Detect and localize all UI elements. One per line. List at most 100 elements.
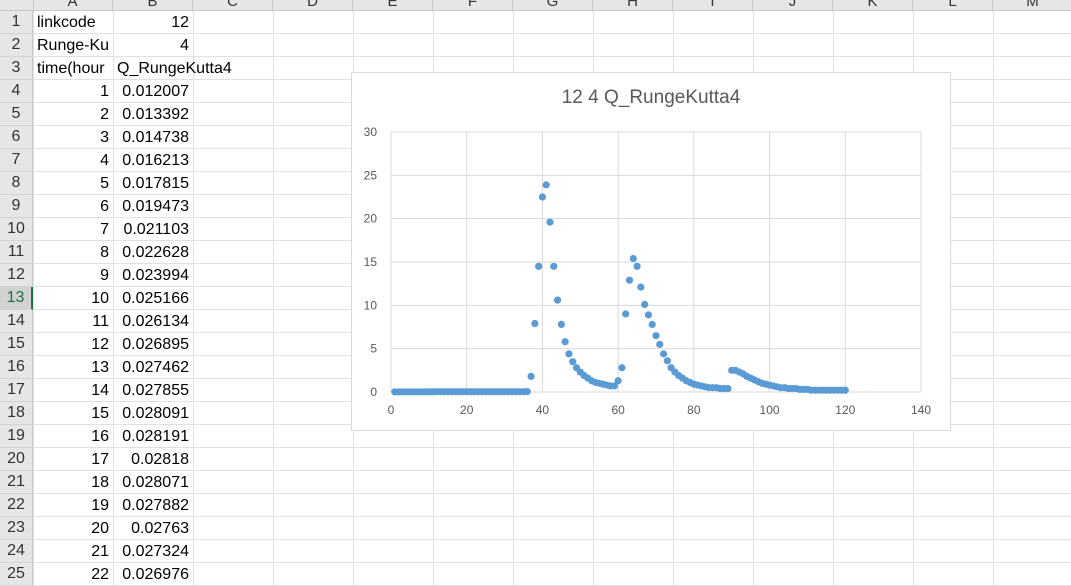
cell-a8[interactable]: 5	[100, 175, 109, 192]
row-header-14[interactable]: 14	[0, 310, 33, 333]
column-header-j[interactable]: J	[753, 0, 833, 10]
cell-a14[interactable]: 11	[92, 313, 109, 330]
cell-b23[interactable]: 0.02763	[131, 520, 189, 537]
cell-b20[interactable]: 0.02818	[131, 451, 189, 468]
cell-b9[interactable]: 0.019473	[122, 198, 189, 215]
cell-b3[interactable]: Q_RungeKutta4	[117, 60, 232, 77]
cell-b15[interactable]: 0.026895	[122, 336, 189, 353]
row-header-17[interactable]: 17	[0, 379, 33, 402]
column-header-a[interactable]: A	[33, 0, 113, 10]
cell-a11[interactable]: 8	[100, 244, 109, 261]
cell-a2[interactable]: Runge-Ku	[37, 37, 110, 54]
row-header-20[interactable]: 20	[0, 448, 33, 471]
cell-a25[interactable]: 22	[91, 566, 109, 583]
column-header-m[interactable]: M	[993, 0, 1071, 10]
cell-a4[interactable]: 1	[100, 83, 109, 100]
cell-b2[interactable]: 4	[180, 37, 189, 54]
x-tick-label: 100	[760, 403, 780, 417]
row-header-25[interactable]: 25	[0, 563, 33, 586]
cell-b13[interactable]: 0.025166	[122, 290, 189, 307]
row-header-11[interactable]: 11	[0, 241, 33, 264]
data-point	[553, 296, 562, 304]
column-header-c[interactable]: C	[193, 0, 273, 10]
cell-a20[interactable]: 17	[91, 451, 109, 468]
cell-b14[interactable]: 0.026134	[122, 313, 189, 330]
row-header-21[interactable]: 21	[0, 471, 33, 494]
data-point	[644, 311, 653, 319]
cell-b25[interactable]: 0.026976	[122, 566, 189, 583]
cell-b6[interactable]: 0.014738	[122, 129, 189, 146]
cell-a16[interactable]: 13	[91, 359, 109, 376]
cell-a21[interactable]: 18	[91, 474, 109, 491]
row-header-19[interactable]: 19	[0, 425, 33, 448]
column-header-g[interactable]: G	[513, 0, 593, 10]
row-header-1[interactable]: 1	[0, 11, 33, 34]
cell-a1[interactable]: linkcode	[37, 14, 96, 31]
cell-b1[interactable]: 12	[171, 14, 189, 31]
cell-a18[interactable]: 15	[91, 405, 109, 422]
cell-a5[interactable]: 2	[100, 106, 109, 123]
cell-a7[interactable]: 4	[100, 152, 109, 169]
cell-a13[interactable]: 10	[91, 290, 109, 307]
y-tick-label: 20	[364, 212, 378, 226]
row-header-2[interactable]: 2	[0, 34, 33, 57]
cell-b4[interactable]: 0.012007	[122, 83, 189, 100]
row-header-18[interactable]: 18	[0, 402, 33, 425]
cell-a10[interactable]: 7	[100, 221, 109, 238]
data-point	[614, 377, 622, 385]
row-header-5[interactable]: 5	[0, 103, 33, 126]
cell-b11[interactable]: 0.022628	[122, 244, 189, 261]
cell-b16[interactable]: 0.027462	[122, 359, 189, 376]
row-header-9[interactable]: 9	[0, 195, 33, 218]
cell-a3[interactable]: time(hour	[37, 60, 105, 77]
row-header-24[interactable]: 24	[0, 540, 33, 563]
row-header-16[interactable]: 16	[0, 356, 33, 379]
row-header-3[interactable]: 3	[0, 57, 33, 80]
column-header-k[interactable]: K	[833, 0, 913, 10]
cell-b18[interactable]: 0.028091	[122, 405, 189, 422]
cell-a17[interactable]: 14	[91, 382, 109, 399]
row-header-15[interactable]: 15	[0, 333, 33, 356]
column-header-h[interactable]: H	[593, 0, 673, 10]
select-all-corner[interactable]	[0, 0, 34, 10]
cell-b24[interactable]: 0.027324	[122, 543, 189, 560]
column-header-l[interactable]: L	[913, 0, 993, 10]
cell-a22[interactable]: 19	[91, 497, 109, 514]
row-header-8[interactable]: 8	[0, 172, 33, 195]
row-header-22[interactable]: 22	[0, 494, 33, 517]
cell-b21[interactable]: 0.028071	[122, 474, 189, 491]
scatter-chart[interactable]: 12 4 Q_RungeKutta4 0 5 10 15 20 25 30 0 20 40 60 80…	[351, 72, 951, 431]
column-header-b[interactable]: B	[113, 0, 193, 10]
row-header-10[interactable]: 10	[0, 218, 33, 241]
cell-b19[interactable]: 0.028191	[122, 428, 189, 445]
cell-a23[interactable]: 20	[91, 520, 109, 537]
row-header-23[interactable]: 23	[0, 517, 33, 540]
chart-title: 12 4 Q_RungeKutta4	[561, 87, 741, 108]
cell-b5[interactable]: 0.013392	[122, 106, 189, 123]
cell-a9[interactable]: 6	[100, 198, 109, 215]
cell-b10[interactable]: 0.021103	[123, 221, 189, 238]
cell-a15[interactable]: 12	[91, 336, 109, 353]
cell-b22[interactable]: 0.027882	[122, 497, 189, 514]
column-header-f[interactable]: F	[433, 0, 513, 10]
cell-a12[interactable]: 9	[100, 267, 109, 284]
row-header-7[interactable]: 7	[0, 149, 33, 172]
cell-b7[interactable]: 0.016213	[122, 152, 189, 169]
cell-a6[interactable]: 3	[100, 129, 109, 146]
cell-b12[interactable]: 0.023994	[122, 267, 189, 284]
row-header-13[interactable]: 13	[0, 287, 33, 310]
row-header-12[interactable]: 12	[0, 264, 33, 287]
cell-a24[interactable]: 21	[91, 543, 109, 560]
column-header-d[interactable]: D	[273, 0, 353, 10]
cell-b17[interactable]: 0.027855	[122, 382, 189, 399]
data-point	[663, 357, 671, 365]
data-point	[546, 218, 554, 226]
data-point	[542, 181, 550, 189]
column-header-e[interactable]: E	[353, 0, 433, 10]
row-header-4[interactable]: 4	[0, 80, 33, 103]
cell-a19[interactable]: 16	[91, 428, 109, 445]
cell-b8[interactable]: 0.017815	[122, 175, 189, 192]
column-header-i[interactable]: I	[673, 0, 753, 10]
row-header-6[interactable]: 6	[0, 126, 33, 149]
